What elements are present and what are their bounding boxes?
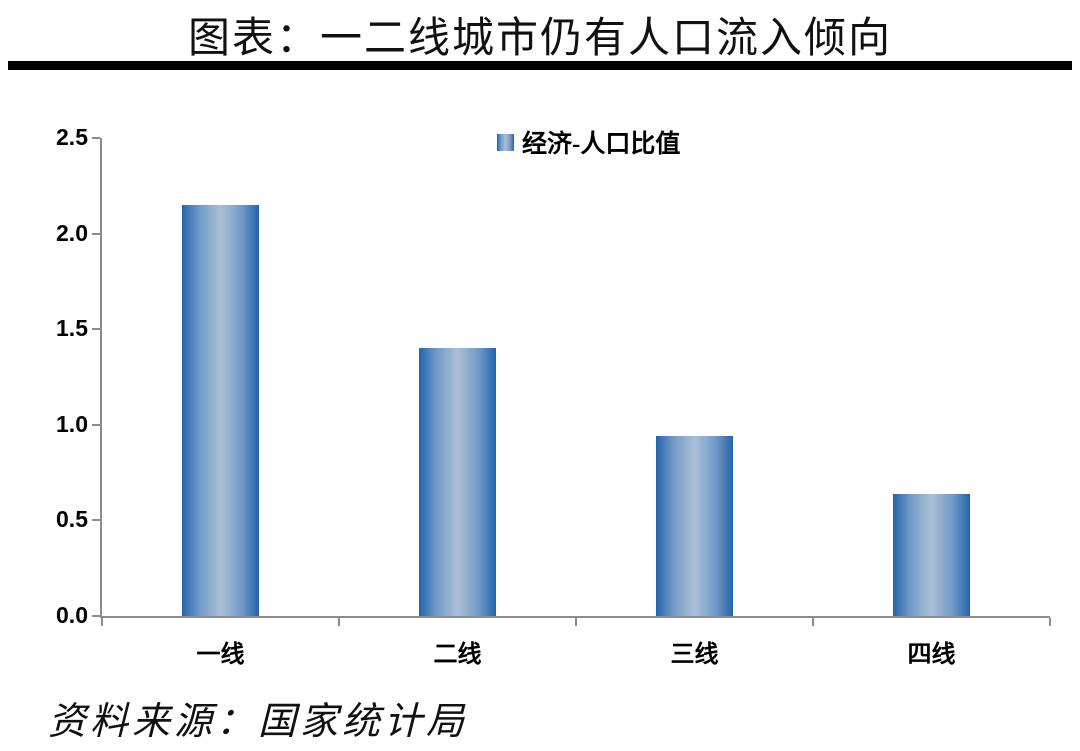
y-axis-tick [92,615,100,617]
y-axis-tick [92,232,100,235]
legend-label: 经济-人口比值 [522,131,681,158]
title-divider [8,61,1072,70]
bar [419,348,496,616]
x-axis-tick [1049,618,1051,626]
y-axis-tick-label: 0.5 [56,506,88,533]
x-category-label: 二线 [433,642,482,668]
x-axis-tick [338,618,340,626]
legend-marker-icon [497,133,514,151]
y-axis-tick [92,423,100,426]
source-note: 资料来源：国家统计局 [48,701,469,743]
y-axis-tick-label: 0.0 [56,602,88,628]
x-axis-tick [575,618,577,626]
y-axis-tick-label: 2.5 [56,124,88,150]
plot-area: 0.0 0.5 1.0 1.5 2.0 2.5 一线 二线 三线 四线 [56,126,1051,668]
x-category-label: 四线 [907,642,956,668]
chart-title: 图表：一二线城市仍有人口流入倾向 [187,16,892,62]
x-category-label: 一线 [196,642,245,668]
bar [656,436,733,616]
y-axis-tick-label: 1.5 [56,315,88,342]
x-axis-tick [812,618,814,626]
y-axis-tick-label: 1.0 [56,410,88,437]
x-axis-tick [101,618,103,626]
y-axis-tick [92,519,100,522]
y-axis-tick [92,137,100,139]
y-axis-tick-label: 2.0 [56,219,88,246]
legend: 经济-人口比值 [497,124,680,160]
y-axis-tick [92,328,100,331]
bar [893,493,970,616]
bar [182,204,259,616]
x-category-label: 三线 [670,642,719,668]
